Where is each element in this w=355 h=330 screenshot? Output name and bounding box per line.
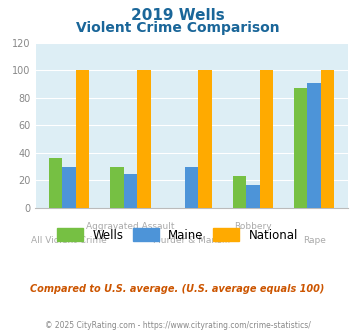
Text: 2019 Wells: 2019 Wells	[131, 8, 224, 23]
Bar	[49, 158, 62, 208]
Bar	[124, 174, 137, 208]
Text: © 2025 CityRating.com - https://www.cityrating.com/crime-statistics/: © 2025 CityRating.com - https://www.city…	[45, 321, 310, 330]
Text: Rape: Rape	[303, 236, 326, 245]
Legend: Wells, Maine, National: Wells, Maine, National	[52, 224, 303, 247]
Bar	[76, 70, 89, 208]
Bar	[137, 70, 151, 208]
Bar	[294, 88, 307, 208]
Text: Robbery: Robbery	[234, 222, 272, 231]
Bar	[198, 70, 212, 208]
Bar	[233, 176, 246, 208]
Bar	[110, 167, 124, 208]
Text: All Violent Crime: All Violent Crime	[31, 236, 107, 245]
Bar	[246, 184, 260, 208]
Bar	[307, 83, 321, 208]
Text: Aggravated Assault: Aggravated Assault	[86, 222, 175, 231]
Text: Murder & Mans...: Murder & Mans...	[153, 236, 230, 245]
Bar	[260, 70, 273, 208]
Bar	[62, 167, 76, 208]
Bar	[321, 70, 334, 208]
Bar	[185, 167, 198, 208]
Text: Violent Crime Comparison: Violent Crime Comparison	[76, 21, 279, 35]
Text: Compared to U.S. average. (U.S. average equals 100): Compared to U.S. average. (U.S. average …	[30, 284, 325, 294]
